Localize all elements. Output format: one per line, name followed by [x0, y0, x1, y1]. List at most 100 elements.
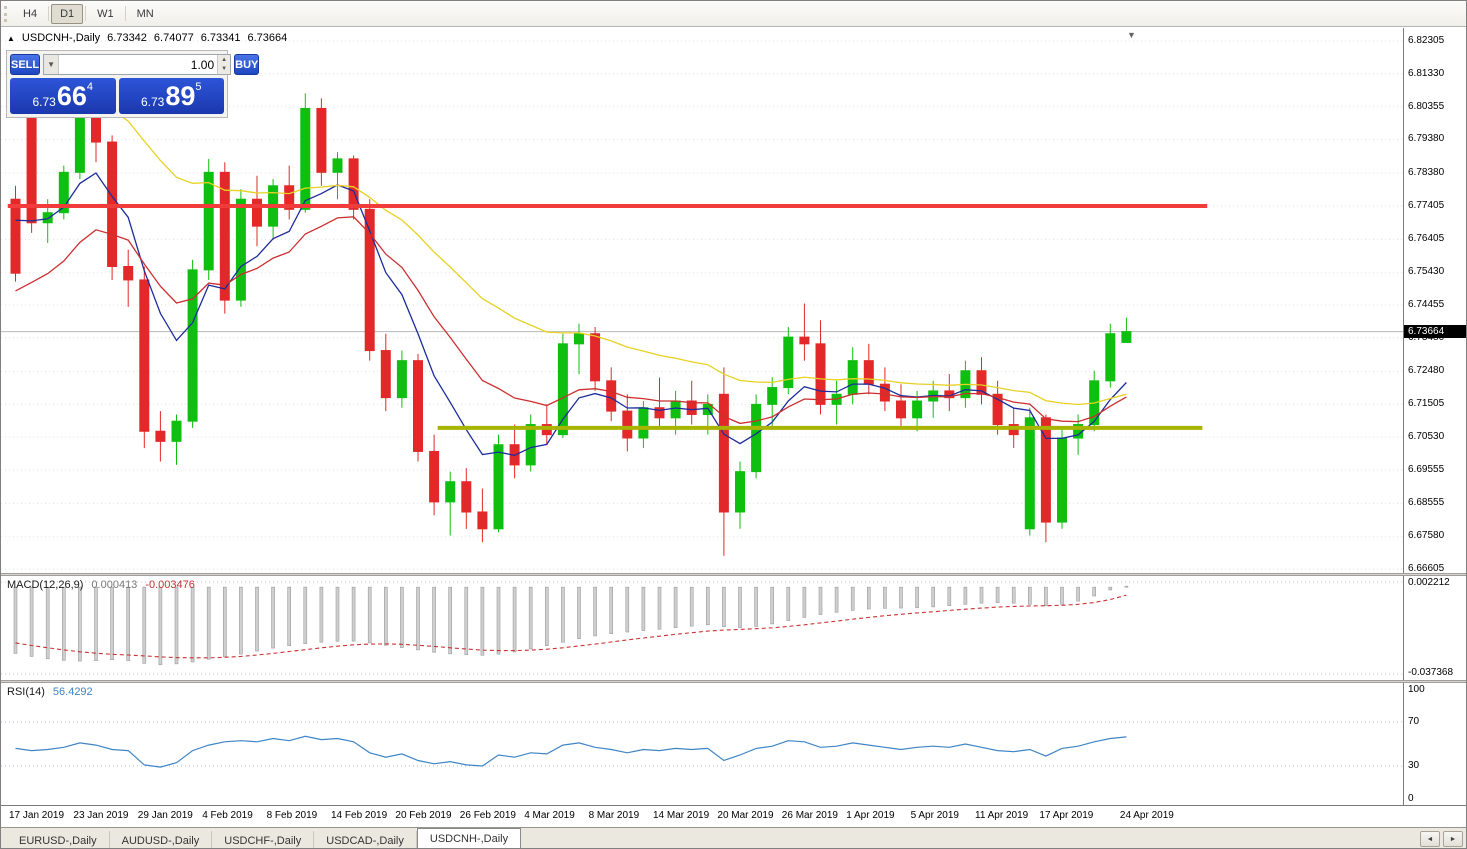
- date-label: 26 Feb 2019: [459, 810, 516, 821]
- price-axis-label: 6.80355: [1408, 100, 1445, 112]
- date-label: 23 Jan 2019: [73, 810, 129, 821]
- candle: [332, 158, 343, 173]
- candle: [912, 400, 923, 419]
- sell-price-display[interactable]: 6.73 66 4: [10, 78, 116, 114]
- lot-increase-button[interactable]: ▲: [218, 55, 231, 65]
- candle: [461, 481, 472, 513]
- macd-histogram-bar: [947, 586, 952, 607]
- timeframe-toolbar: H4 D1 W1 MN: [1, 1, 1466, 27]
- tab-usdchf[interactable]: USDCHF-,Daily: [212, 831, 315, 848]
- candle: [976, 370, 987, 395]
- candle: [235, 198, 246, 301]
- tab-usdcad[interactable]: USDCAD-,Daily: [314, 831, 417, 848]
- macd-histogram-bar: [818, 586, 823, 615]
- tabs-scroll-right-button[interactable]: ►: [1443, 831, 1463, 847]
- panel-splitter[interactable]: [1, 573, 1466, 576]
- time-axis[interactable]: 17 Jan 2019 23 Jan 2019 29 Jan 2019 4 Feb 2…: [1, 805, 1466, 827]
- candle: [364, 208, 375, 352]
- candle: [751, 403, 762, 473]
- ma-fast-blue-line: [15, 172, 1127, 456]
- sell-button[interactable]: SELL: [10, 54, 41, 75]
- candle: [58, 171, 69, 214]
- chart-menu-icon[interactable]: ▼: [1127, 30, 1136, 40]
- timeframe-button-d1[interactable]: D1: [51, 3, 84, 24]
- tab-eurusd[interactable]: EURUSD-,Daily: [7, 831, 110, 848]
- tab-navigation: ◄ ►: [1420, 831, 1463, 847]
- candle: [557, 343, 568, 436]
- buy-button[interactable]: BUY: [234, 54, 260, 75]
- macd-histogram-bar: [770, 586, 775, 625]
- macd-histogram-bar: [319, 586, 324, 643]
- timeframe-button-mn[interactable]: MN: [128, 4, 163, 24]
- date-label: 4 Mar 2019: [524, 810, 575, 821]
- macd-histogram-bar: [416, 586, 420, 651]
- macd-histogram-bar: [351, 586, 356, 642]
- date-label: 1 Apr 2019: [846, 810, 895, 821]
- candle: [155, 430, 166, 442]
- candle: [847, 360, 858, 395]
- candle: [686, 400, 697, 415]
- price-chart-panel: ▲ USDCNH-,Daily 6.73342 6.74077 6.73341 …: [1, 28, 1466, 573]
- price-axis[interactable]: 6.82305 6.81330 6.80355 6.79380 6.78380 6.774…: [1403, 28, 1466, 573]
- candle: [992, 393, 1003, 426]
- trade-controls-row: SELL ▼ ▲ ▼ BUY: [10, 54, 260, 75]
- macd-histogram-bar: [448, 586, 453, 655]
- lot-decrease-button[interactable]: ▼: [218, 64, 231, 74]
- macd-histogram-bar: [722, 586, 726, 627]
- date-label: 11 Apr 2019: [975, 810, 1029, 821]
- candle: [815, 343, 826, 405]
- macd-histogram-bar: [738, 586, 742, 628]
- trade-prices-row: 6.73 66 4 6.73 89 5: [10, 78, 224, 114]
- lot-size-input[interactable]: [59, 55, 218, 74]
- macd-histogram-bar: [657, 586, 662, 630]
- price-axis-label: 6.81330: [1408, 67, 1445, 79]
- tabs-scroll-left-button[interactable]: ◄: [1420, 831, 1440, 847]
- macd-histogram-bar: [45, 586, 50, 660]
- candle: [42, 212, 53, 224]
- macd-histogram-bar: [705, 586, 710, 626]
- timeframe-button-h4[interactable]: H4: [14, 4, 46, 24]
- candle: [863, 360, 874, 385]
- candle: [171, 420, 182, 442]
- candle: [123, 265, 134, 281]
- macd-histogram-bar: [367, 586, 372, 644]
- chart-symbol-label: USDCNH-,Daily: [21, 32, 101, 44]
- macd-histogram-bar: [142, 586, 147, 664]
- rsi-chart: [1, 721, 1403, 768]
- current-price-badge: 6.73664: [1404, 324, 1466, 338]
- candle: [380, 350, 391, 399]
- candle: [1121, 331, 1132, 343]
- macd-histogram-bar: [577, 586, 581, 640]
- candle: [139, 279, 150, 432]
- chart-tabs: EURUSD-,Daily AUDUSD-,Daily USDCHF-,Daily U…: [7, 828, 522, 848]
- macd-histogram-bar: [834, 586, 839, 613]
- candle: [445, 481, 456, 503]
- macd-histogram-bar: [754, 586, 758, 627]
- candle: [74, 111, 85, 173]
- rsi-value: 56.4292: [52, 686, 93, 698]
- candle: [396, 360, 407, 399]
- buy-price-display[interactable]: 6.73 89 5: [118, 78, 224, 114]
- lot-dropdown-icon[interactable]: ▼: [44, 55, 60, 74]
- candle: [799, 336, 810, 345]
- one-click-trading-panel: SELL ▼ ▲ ▼ BUY 6.73 66 4 6: [6, 50, 260, 118]
- panel-splitter[interactable]: [1, 680, 1466, 683]
- macd-histogram-bar: [335, 586, 340, 642]
- toolbar-grip[interactable]: [4, 5, 10, 22]
- macd-histogram-bar: [1124, 585, 1129, 588]
- tab-usdcnh[interactable]: USDCNH-,Daily: [416, 828, 522, 848]
- price-axis-label: 6.79380: [1408, 133, 1445, 145]
- macd-axis: 0.002212 -0.037368: [1403, 576, 1466, 680]
- macd-histogram-bar: [255, 586, 259, 652]
- toolbar-separator: [85, 6, 87, 21]
- date-label: 14 Feb 2019: [331, 810, 388, 821]
- macd-histogram-bar: [126, 586, 130, 661]
- candlestick-chart[interactable]: [1, 28, 1403, 573]
- candle: [879, 383, 890, 402]
- timeframe-button-w1[interactable]: W1: [88, 4, 123, 24]
- tab-audusd[interactable]: AUDUSD-,Daily: [110, 831, 213, 848]
- date-label: 8 Mar 2019: [588, 810, 640, 821]
- macd-histogram-bar: [432, 586, 436, 653]
- date-label: 17 Jan 2019: [9, 810, 65, 821]
